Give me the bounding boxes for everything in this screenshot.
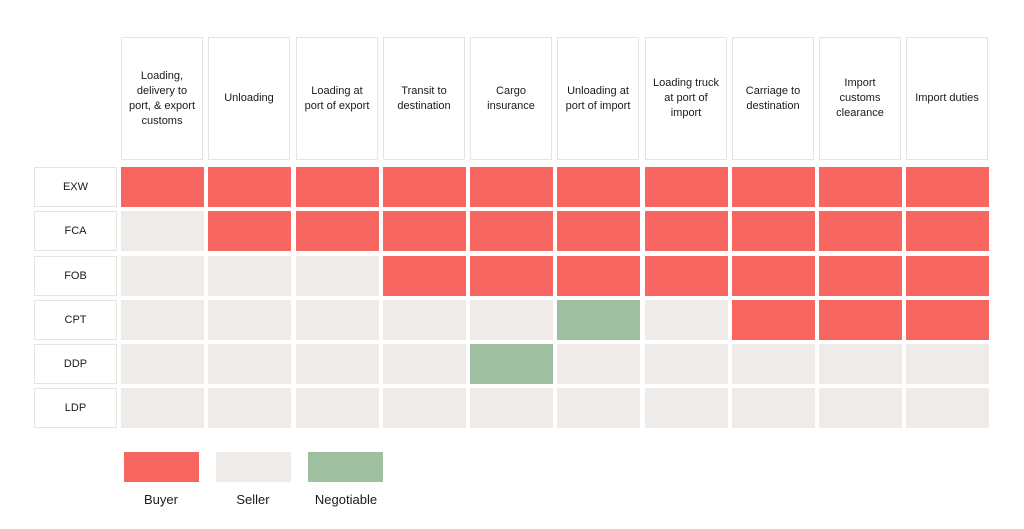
matrix-cell-buyer — [732, 211, 815, 251]
matrix-cell-seller — [121, 344, 204, 384]
column-header: Transit to destination — [383, 37, 465, 160]
matrix-cell-buyer — [296, 167, 379, 207]
matrix-cell-seller — [383, 388, 466, 428]
matrix-cell-seller — [296, 344, 379, 384]
matrix-cell-seller — [208, 256, 291, 296]
matrix-cell-buyer — [383, 167, 466, 207]
matrix-cell-seller — [121, 388, 204, 428]
matrix-cell-buyer — [906, 211, 989, 251]
matrix-cell-seller — [732, 344, 815, 384]
row-label-ldp: LDP — [34, 388, 117, 428]
matrix-cell-seller — [383, 300, 466, 340]
matrix-cell-seller — [906, 388, 989, 428]
matrix-cell-buyer — [557, 256, 640, 296]
matrix-cell-buyer — [383, 256, 466, 296]
matrix-cell-buyer — [732, 167, 815, 207]
column-header: Unloading at port of import — [557, 37, 639, 160]
matrix-cell-buyer — [383, 211, 466, 251]
column-header: Cargo insurance — [470, 37, 552, 160]
matrix-cell-buyer — [121, 167, 204, 207]
row-label-fob: FOB — [34, 256, 117, 296]
matrix-cell-seller — [208, 388, 291, 428]
matrix-cell-negotiable — [557, 300, 640, 340]
matrix-cell-seller — [819, 388, 902, 428]
matrix-cell-buyer — [819, 167, 902, 207]
matrix-cell-buyer — [819, 211, 902, 251]
matrix-cell-buyer — [732, 300, 815, 340]
legend-swatch-buyer — [124, 452, 199, 482]
legend-label-seller: Seller — [236, 492, 270, 507]
matrix-cell-seller — [557, 344, 640, 384]
matrix-cell-buyer — [470, 256, 553, 296]
matrix-cell-seller — [296, 388, 379, 428]
matrix-cell-buyer — [819, 300, 902, 340]
matrix-cell-buyer — [645, 167, 728, 207]
column-header: Import duties — [906, 37, 988, 160]
matrix-cell-buyer — [732, 256, 815, 296]
legend-swatch-seller — [216, 452, 291, 482]
matrix-cell-buyer — [296, 211, 379, 251]
matrix-cell-seller — [470, 388, 553, 428]
matrix-cell-buyer — [906, 300, 989, 340]
row-label-ddp: DDP — [34, 344, 117, 384]
matrix-cell-seller — [121, 211, 204, 251]
matrix-cell-buyer — [557, 211, 640, 251]
matrix-cell-buyer — [208, 211, 291, 251]
matrix-cell-buyer — [470, 167, 553, 207]
matrix-cell-seller — [296, 300, 379, 340]
matrix-cell-seller — [208, 344, 291, 384]
matrix-cell-buyer — [208, 167, 291, 207]
matrix-cell-seller — [470, 300, 553, 340]
matrix-cell-buyer — [819, 256, 902, 296]
matrix-cell-buyer — [470, 211, 553, 251]
matrix-cell-buyer — [557, 167, 640, 207]
column-header: Loading truck at port of import — [645, 37, 727, 160]
matrix-cell-seller — [557, 388, 640, 428]
column-header: Carriage to destination — [732, 37, 814, 160]
column-header: Import customs clearance — [819, 37, 901, 160]
matrix-cell-buyer — [645, 256, 728, 296]
matrix-cell-seller — [208, 300, 291, 340]
matrix-cell-buyer — [906, 256, 989, 296]
legend-label-buyer: Buyer — [144, 492, 178, 507]
row-label-cpt: CPT — [34, 300, 117, 340]
matrix-cell-seller — [121, 256, 204, 296]
matrix-cell-negotiable — [470, 344, 553, 384]
matrix-cell-seller — [645, 300, 728, 340]
matrix-cell-seller — [732, 388, 815, 428]
matrix-cell-seller — [645, 344, 728, 384]
row-label-fca: FCA — [34, 211, 117, 251]
column-header: Loading at port of export — [296, 37, 378, 160]
column-header: Unloading — [208, 37, 290, 160]
matrix-cell-seller — [819, 344, 902, 384]
matrix-cell-seller — [645, 388, 728, 428]
matrix-cell-seller — [296, 256, 379, 296]
matrix-cell-seller — [383, 344, 466, 384]
matrix-cell-buyer — [645, 211, 728, 251]
matrix-cell-seller — [121, 300, 204, 340]
legend-label-negotiable: Negotiable — [314, 492, 378, 507]
legend-swatch-negotiable — [308, 452, 383, 482]
matrix-cell-buyer — [906, 167, 989, 207]
column-header: Loading, delivery to port, & export cust… — [121, 37, 203, 160]
row-label-exw: EXW — [34, 167, 117, 207]
matrix-cell-seller — [906, 344, 989, 384]
